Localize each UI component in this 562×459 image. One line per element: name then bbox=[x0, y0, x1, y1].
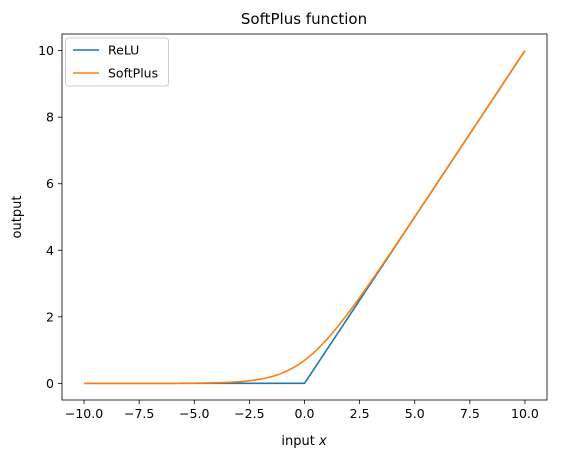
x-tick-label: 7.5 bbox=[460, 406, 480, 421]
x-tick-label: −10.0 bbox=[65, 406, 103, 421]
y-tick-label: 0 bbox=[46, 376, 54, 391]
x-tick-label: 2.5 bbox=[350, 406, 370, 421]
y-tick-label: 8 bbox=[46, 110, 54, 125]
x-tick-label: 5.0 bbox=[405, 406, 425, 421]
x-tick-label: 0.0 bbox=[295, 406, 315, 421]
legend-label-relu: ReLU bbox=[108, 43, 139, 58]
legend-label-softplus: SoftPlus bbox=[108, 66, 158, 81]
plot-area bbox=[84, 50, 526, 385]
series-line-softplus bbox=[84, 50, 526, 385]
chart-title: SoftPlus function bbox=[241, 10, 367, 28]
x-axis-label: input x bbox=[281, 434, 327, 449]
y-tick-label: 6 bbox=[46, 176, 54, 191]
y-tick-label: 4 bbox=[46, 243, 54, 258]
legend: ReLU SoftPlus bbox=[65, 37, 169, 87]
y-axis-ticks: 0 2 4 6 8 10 bbox=[38, 43, 62, 391]
x-tick-label: −2.5 bbox=[234, 406, 264, 421]
x-axis-ticks: −10.0 −7.5 −5.0 −2.5 0.0 2.5 5.0 7.5 10.0 bbox=[65, 400, 539, 421]
x-tick-label: −5.0 bbox=[179, 406, 209, 421]
y-axis-label: output bbox=[10, 196, 25, 239]
y-tick-label: 2 bbox=[46, 309, 54, 324]
x-tick-label: 10.0 bbox=[511, 406, 539, 421]
x-axis-label-variable: x bbox=[318, 434, 327, 449]
x-axis-label-prefix: input bbox=[281, 434, 319, 449]
x-tick-label: −7.5 bbox=[124, 406, 154, 421]
y-tick-label: 10 bbox=[38, 43, 54, 58]
